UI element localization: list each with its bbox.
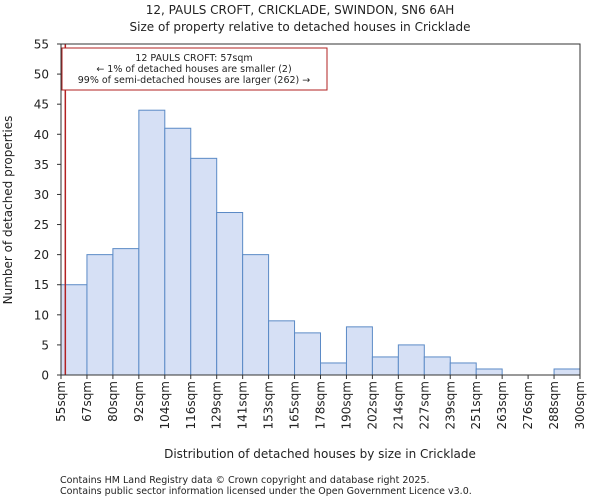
x-tick-label: 263sqm [495,381,509,429]
footer-line-1: Contains HM Land Registry data © Crown c… [60,475,430,486]
y-tick-label: 5 [41,338,49,352]
plot-area-frame [60,43,581,376]
histogram-bar [268,320,296,376]
x-tick-label: 141sqm [236,381,250,429]
annotation-line-1: 12 PAULS CROFT: 57sqm [135,53,252,64]
x-tick-label: 300sqm [573,381,587,429]
histogram-bar [190,157,218,376]
annotation-line-2: ← 1% of detached houses are smaller (2) [96,64,291,75]
x-tick-label: 190sqm [339,381,353,429]
x-tick-label: 67sqm [80,381,94,422]
y-tick-label: 35 [34,158,49,172]
y-tick-label: 10 [34,308,49,322]
y-tick-label: 40 [34,128,49,142]
chart-title: 12, PAULS CROFT, CRICKLADE, SWINDON, SN6… [146,3,455,17]
annotation-box: 12 PAULS CROFT: 57sqm ← 1% of detached h… [61,47,328,91]
histogram-bar [553,368,581,376]
y-axis-ticks: 0 5 10 15 20 25 30 35 40 45 50 55 [34,38,61,383]
x-tick-label: 227sqm [417,381,431,429]
histogram-bars [60,109,581,376]
histogram-bar [216,212,244,376]
x-tick-label: 165sqm [288,381,302,429]
annotation-line-3: 99% of semi-detached houses are larger (… [78,75,311,86]
x-tick-label: 116sqm [184,381,198,429]
x-tick-label: 55sqm [54,381,68,422]
x-tick-label: 153sqm [262,381,276,429]
chart-subtitle: Size of property relative to detached ho… [130,20,471,34]
y-tick-label: 25 [34,218,49,232]
annotation-frame [61,47,328,91]
x-tick-label: 214sqm [391,381,405,429]
y-axis-label: Number of detached properties [1,116,15,305]
y-tick-label: 50 [34,68,49,82]
footer-line-2: Contains public sector information licen… [60,486,472,497]
histogram-bar [294,332,321,376]
y-tick-label: 30 [34,188,49,202]
histogram-bar [371,356,399,376]
histogram-bar [449,362,477,376]
y-tick-label: 15 [34,278,49,292]
x-tick-label: 129sqm [210,381,224,429]
histogram-bar [475,368,503,376]
histogram-bar [138,109,166,376]
x-tick-label: 239sqm [443,381,457,429]
histogram-bar [86,254,114,376]
histogram-bar [164,127,192,376]
histogram-bar [423,356,451,376]
y-tick-label: 0 [41,369,49,383]
x-axis-label: Distribution of detached houses by size … [164,447,476,461]
x-tick-label: 251sqm [469,381,483,429]
y-tick-label: 45 [34,98,49,112]
y-tick-label: 55 [34,38,49,52]
x-axis-ticks: 55sqm 67sqm 80sqm 92sqm 104sqm 116sqm 129sqm 14… [54,375,587,429]
x-tick-label: 80sqm [106,381,120,422]
histogram-bar [397,344,425,376]
histogram-bar [112,248,140,376]
x-tick-label: 202sqm [365,381,379,429]
x-tick-label: 104sqm [158,381,172,429]
histogram-bar [242,254,270,376]
x-tick-label: 276sqm [521,381,535,429]
x-tick-label: 178sqm [314,381,328,429]
y-tick-label: 20 [34,248,49,262]
histogram-bar [345,326,373,376]
histogram-bar [320,362,347,376]
x-tick-label: 92sqm [132,381,146,422]
x-tick-label: 288sqm [547,381,561,429]
